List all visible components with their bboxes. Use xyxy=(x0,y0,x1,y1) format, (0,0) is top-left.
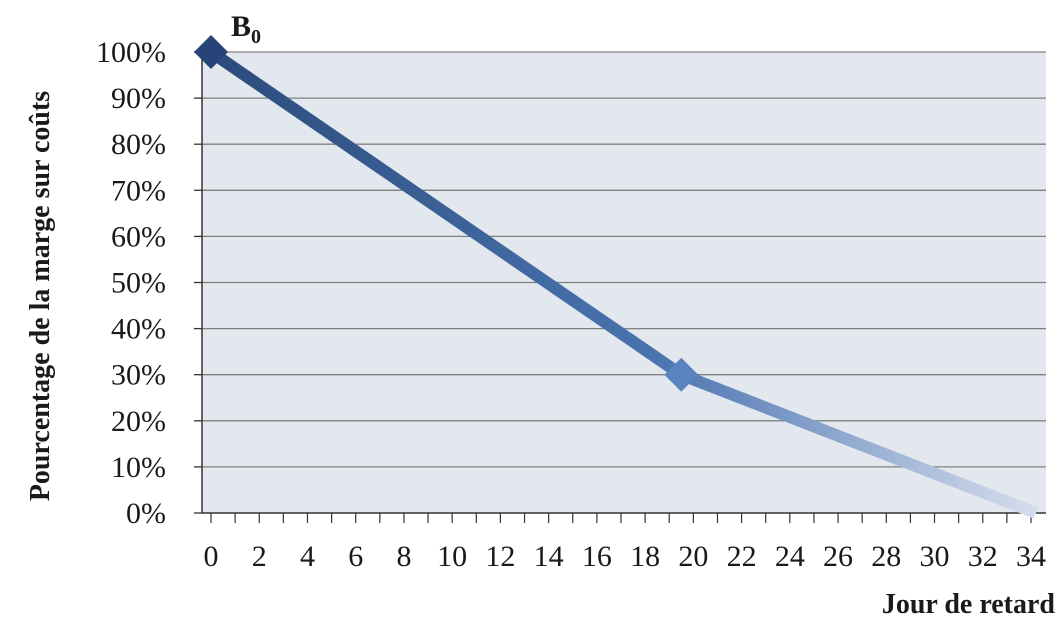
y-tick-label: 80% xyxy=(111,128,166,161)
series xyxy=(194,35,1039,519)
x-tick-label: 2 xyxy=(252,540,267,573)
annotation-label: B0 xyxy=(231,10,261,48)
y-tick-label: 60% xyxy=(111,220,166,253)
x-tick-label: 22 xyxy=(727,540,757,573)
x-tick-label: 26 xyxy=(823,540,853,573)
x-tick-label: 12 xyxy=(485,540,515,573)
x-tick-labels: 0 2 4 6 8 10 12 14 16 18 20 22 24 26 28 30 32 34 xyxy=(204,540,1047,573)
x-tick-label: 28 xyxy=(871,540,901,573)
annotations: B0 xyxy=(231,10,261,48)
x-axis-label: Jour de retard xyxy=(882,589,1056,620)
x-tick-label: 4 xyxy=(300,540,315,573)
y-tick-label: 90% xyxy=(111,82,166,115)
x-tick-label: 16 xyxy=(582,540,612,573)
data-point-marker xyxy=(194,35,228,69)
y-tick-label: 40% xyxy=(111,313,166,346)
y-tick-label: 100% xyxy=(96,36,166,69)
x-tick-label: 32 xyxy=(968,540,998,573)
x-tick-label: 8 xyxy=(396,540,411,573)
y-tick-label: 50% xyxy=(111,267,166,300)
x-tick-label: 0 xyxy=(204,540,219,573)
x-tick-label: 14 xyxy=(534,540,564,573)
x-tick-label: 20 xyxy=(678,540,708,573)
y-tick-label: 0% xyxy=(126,497,166,530)
y-tick-labels: 0% 10% 20% 30% 40% 50% 60% 70% 80% 90% 100% xyxy=(96,36,166,530)
y-axis-label: Pourcentage de la marge sur coûts xyxy=(25,91,56,501)
x-tick-label: 30 xyxy=(920,540,950,573)
y-tick-label: 10% xyxy=(111,451,166,484)
y-tick-label: 30% xyxy=(111,359,166,392)
x-tick-label: 10 xyxy=(437,540,467,573)
y-tick-label: 20% xyxy=(111,405,166,438)
data-point-marker xyxy=(664,357,699,392)
x-tick-label: 34 xyxy=(1016,540,1046,573)
y-tick-label: 70% xyxy=(111,174,166,207)
x-tick-label: 6 xyxy=(348,540,363,573)
annotation-subscript: 0 xyxy=(251,26,261,48)
x-tick-label: 18 xyxy=(630,540,660,573)
x-tick-label: 24 xyxy=(775,540,805,573)
